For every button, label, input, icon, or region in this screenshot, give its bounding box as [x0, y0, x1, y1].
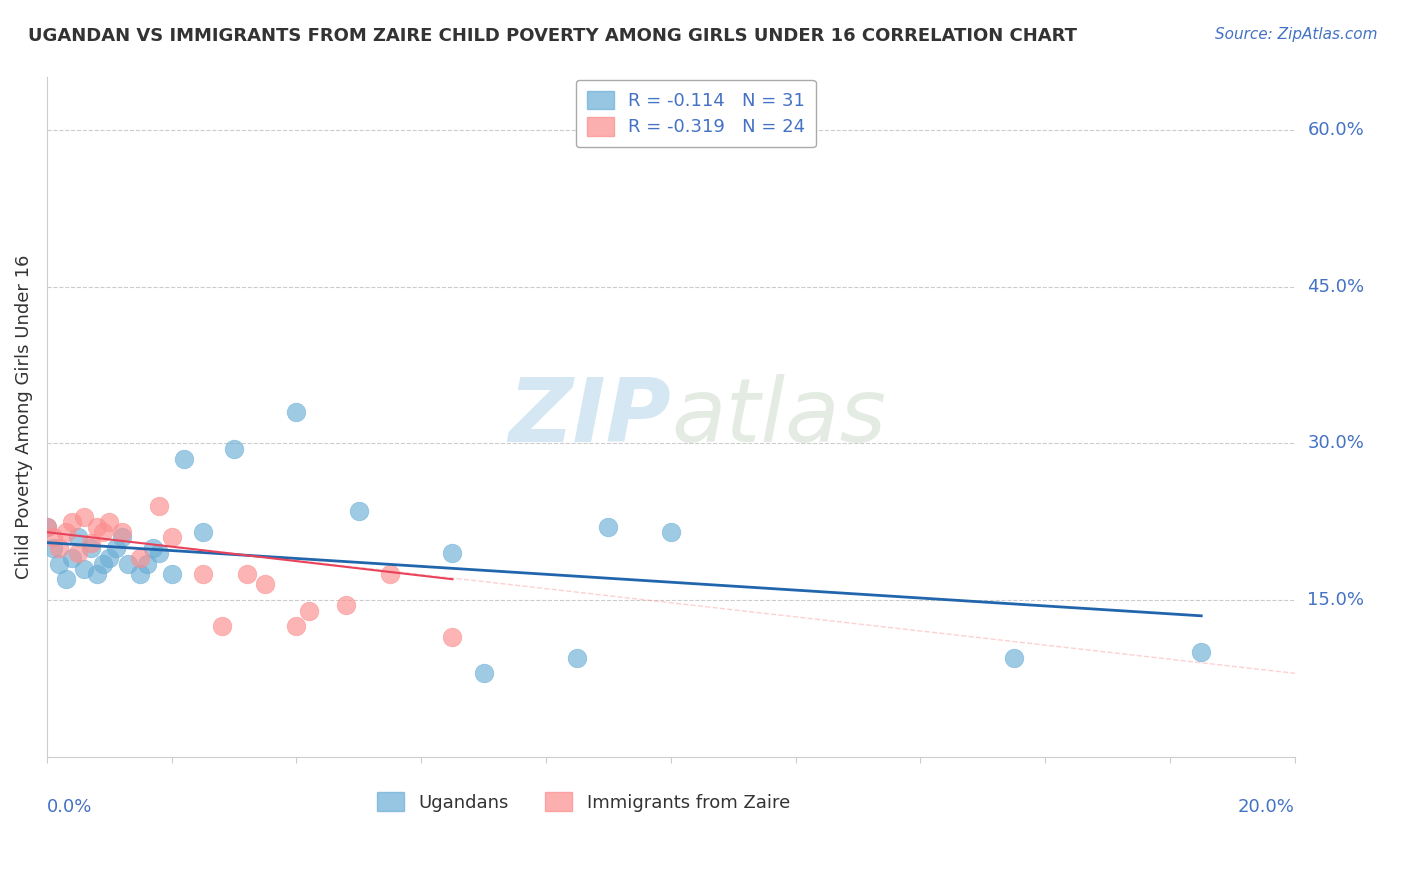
Point [35, 520, 58, 534]
Point [160, 567, 183, 582]
Point [42, 530, 65, 544]
Point [35, 520, 58, 534]
Text: 0.0%: 0.0% [46, 797, 93, 815]
Legend: Ugandans, Immigrants from Zaire: Ugandans, Immigrants from Zaire [367, 781, 801, 822]
Point [142, 541, 165, 555]
Text: 30.0%: 30.0% [1308, 434, 1364, 452]
Point [98, 551, 121, 566]
Point [86, 567, 108, 582]
Point [117, 557, 139, 571]
Point [111, 530, 134, 544]
Point [111, 525, 134, 540]
Point [567, 650, 589, 665]
Point [129, 551, 152, 566]
Point [79, 541, 101, 555]
Point [1002, 650, 1025, 665]
Point [160, 530, 183, 544]
Point [60, 515, 83, 529]
Point [659, 525, 682, 540]
Point [472, 666, 495, 681]
Point [441, 546, 464, 560]
Point [211, 619, 233, 633]
Point [73, 562, 96, 576]
Point [222, 442, 245, 456]
Point [173, 452, 195, 467]
Point [79, 535, 101, 549]
Text: 15.0%: 15.0% [1308, 591, 1364, 609]
Point [148, 546, 170, 560]
Point [598, 520, 620, 534]
Point [42, 541, 65, 555]
Point [347, 504, 370, 518]
Point [191, 525, 214, 540]
Text: 60.0%: 60.0% [1308, 120, 1364, 139]
Text: 45.0%: 45.0% [1308, 277, 1364, 295]
Point [48, 557, 70, 571]
Point [55, 525, 77, 540]
Point [129, 567, 152, 582]
Point [91, 557, 114, 571]
Text: Source: ZipAtlas.com: Source: ZipAtlas.com [1215, 27, 1378, 42]
Point [335, 599, 357, 613]
Point [285, 405, 308, 419]
Point [191, 567, 214, 582]
Text: 20.0%: 20.0% [1239, 797, 1295, 815]
Point [73, 509, 96, 524]
Point [55, 572, 77, 586]
Point [235, 567, 257, 582]
Point [48, 541, 70, 555]
Point [67, 546, 90, 560]
Text: atlas: atlas [671, 375, 886, 460]
Point [285, 619, 308, 633]
Point [148, 499, 170, 513]
Point [298, 604, 321, 618]
Point [91, 525, 114, 540]
Point [104, 541, 127, 555]
Point [378, 567, 401, 582]
Text: UGANDAN VS IMMIGRANTS FROM ZAIRE CHILD POVERTY AMONG GIRLS UNDER 16 CORRELATION : UGANDAN VS IMMIGRANTS FROM ZAIRE CHILD P… [28, 27, 1077, 45]
Text: ZIP: ZIP [508, 374, 671, 460]
Point [98, 515, 121, 529]
Point [67, 530, 90, 544]
Point [60, 551, 83, 566]
Point [254, 577, 277, 591]
Y-axis label: Child Poverty Among Girls Under 16: Child Poverty Among Girls Under 16 [15, 255, 32, 580]
Point [441, 630, 464, 644]
Point [135, 557, 157, 571]
Point [86, 520, 108, 534]
Point [1189, 645, 1212, 659]
